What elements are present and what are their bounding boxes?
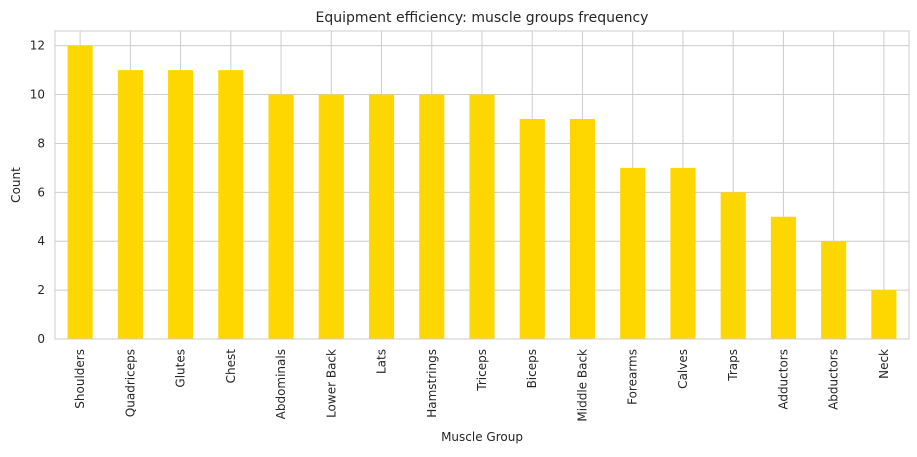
x-tick-label: Abductors	[827, 349, 841, 410]
x-tick-labels: Shoulders Quadriceps Glutes Chest Abdominals…	[73, 349, 891, 422]
x-tick-label: Traps	[726, 349, 740, 382]
x-tick-label: Triceps	[475, 349, 489, 392]
x-tick-label: Lats	[375, 349, 389, 374]
y-tick-label: 6	[37, 185, 45, 199]
bar-adductors	[770, 216, 796, 339]
x-tick-label: Neck	[877, 349, 891, 379]
y-tick-label: 10	[30, 88, 45, 102]
x-tick-label: Forearms	[626, 349, 640, 405]
x-tick-label: Quadriceps	[123, 349, 137, 417]
bar-abductors	[821, 241, 847, 339]
x-tick-label: Lower Back	[324, 349, 338, 418]
bar-calves	[670, 167, 696, 339]
x-tick-label: Abdominals	[274, 349, 288, 419]
bar-glutes	[168, 70, 194, 339]
bar-quadriceps	[117, 70, 143, 339]
bar-triceps	[469, 94, 495, 339]
bars	[67, 45, 897, 340]
y-axis-label: Count	[9, 167, 23, 203]
bar-lats	[368, 94, 395, 339]
bar-abdominals	[268, 94, 294, 339]
bar-shoulders	[67, 45, 93, 340]
x-tick-label: Adductors	[776, 349, 790, 410]
bar-middle-back	[569, 119, 596, 339]
x-tick-label: Shoulders	[73, 349, 87, 409]
x-axis-label: Muscle Group	[441, 430, 523, 444]
y-tick-label: 4	[37, 234, 45, 248]
bar-forearms	[620, 167, 646, 339]
bar-lower-back	[318, 94, 344, 339]
x-tick-label: Middle Back	[575, 349, 589, 422]
bar-neck	[871, 290, 897, 339]
x-tick-label: Glutes	[174, 349, 188, 388]
x-tick-label: Hamstrings	[425, 349, 439, 418]
chart-title: Equipment efficiency: muscle groups freq…	[316, 10, 649, 26]
bar-hamstrings	[419, 94, 445, 339]
bar-chest	[218, 70, 244, 339]
y-tick-label: 0	[37, 332, 45, 346]
bar-biceps	[519, 119, 545, 339]
y-tick-label: 8	[37, 136, 45, 150]
x-tick-label: Chest	[224, 349, 238, 384]
x-tick-label: Biceps	[525, 349, 539, 388]
plot-frame	[54, 30, 910, 340]
x-tick-label: Calves	[676, 349, 690, 389]
y-tick-label: 2	[37, 283, 45, 297]
y-tick-labels: 0 2 4 6 8 10 12	[30, 39, 45, 346]
y-tick-label: 12	[30, 39, 45, 53]
bar-traps	[720, 192, 746, 339]
